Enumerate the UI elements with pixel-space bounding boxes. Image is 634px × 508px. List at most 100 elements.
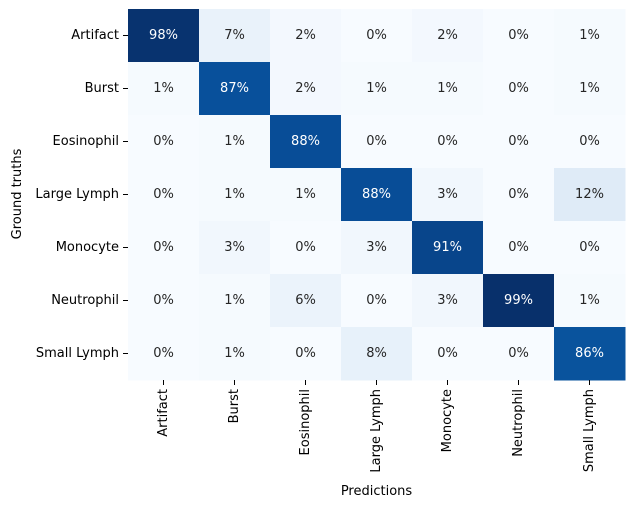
heatmap-cell [341, 9, 413, 63]
cell-value-label: 12% [575, 187, 604, 202]
cell-value-label: 0% [153, 134, 174, 149]
cell-value-label: 0% [508, 187, 529, 202]
cell-value-label: 0% [366, 293, 387, 308]
heatmap-cell [483, 9, 555, 63]
cell-value-label: 0% [508, 134, 529, 149]
heatmap-cell [128, 9, 200, 63]
heatmap-cell [128, 62, 200, 116]
heatmap-cell [483, 221, 555, 275]
heatmap-cell [341, 62, 413, 116]
heatmap-cell [412, 9, 484, 63]
cell-value-label: 1% [295, 187, 316, 202]
heatmap-cell [554, 274, 626, 328]
cell-value-label: 1% [437, 81, 458, 96]
cell-value-label: 1% [224, 134, 245, 149]
y-tick-label: Neutrophil [51, 293, 119, 308]
cell-value-label: 0% [153, 187, 174, 202]
x-tick-label: Monocyte [440, 389, 455, 452]
heatmap-cell [199, 115, 271, 169]
cell-value-label: 1% [579, 293, 600, 308]
heatmap-cell [341, 274, 413, 328]
cell-value-label: 0% [366, 134, 387, 149]
x-tick-label: Eosinophil [298, 389, 313, 455]
cell-value-label: 0% [508, 28, 529, 43]
heatmap-cell [270, 115, 342, 169]
heatmap-cells: 98% 7% 2% 0% 2% 0% 1% 1% 87% 2% 1% 1% 0% 1% 0% 1% 88% 0% 0… [128, 9, 626, 381]
x-axis-label: Predictions [341, 484, 413, 499]
heatmap-cell [412, 274, 484, 328]
heatmap-cell [412, 115, 484, 169]
x-tick-label: Burst [227, 389, 242, 423]
heatmap-cell [199, 62, 271, 116]
cell-value-label: 0% [437, 134, 458, 149]
y-tick-label: Monocyte [56, 240, 119, 255]
heatmap-cell [483, 115, 555, 169]
heatmap-cell [483, 168, 555, 222]
cell-value-label: 0% [579, 240, 600, 255]
heatmap-cell [199, 9, 271, 63]
heatmap-cell [199, 221, 271, 275]
y-tick-label: Artifact [71, 28, 119, 43]
cell-value-label: 0% [508, 240, 529, 255]
cell-value-label: 1% [579, 81, 600, 96]
heatmap-cell [128, 221, 200, 275]
y-tick-label: Burst [85, 81, 119, 96]
x-tick-label: Artifact [156, 389, 171, 437]
cell-value-label: 3% [366, 240, 387, 255]
cell-value-label: 86% [575, 346, 604, 361]
axis-ticks: Artifact Burst Eosinophil Large Lymph Monocy… [35, 28, 597, 473]
heatmap-cell [128, 327, 200, 381]
heatmap-cell [341, 327, 413, 381]
cell-value-label: 0% [153, 293, 174, 308]
x-tick-label: Large Lymph [369, 389, 384, 473]
cell-value-label: 1% [153, 81, 174, 96]
cell-value-label: 7% [224, 28, 245, 43]
heatmap-cell [554, 221, 626, 275]
cell-value-label: 0% [437, 346, 458, 361]
cell-value-label: 2% [295, 81, 316, 96]
heatmap-cell [554, 9, 626, 63]
heatmap-cell [199, 327, 271, 381]
cell-value-label: 2% [295, 28, 316, 43]
heatmap-cell [128, 274, 200, 328]
heatmap-cell [341, 115, 413, 169]
heatmap-cell [199, 274, 271, 328]
heatmap-cell [554, 327, 626, 381]
heatmap-cell [483, 62, 555, 116]
cell-value-label: 0% [295, 240, 316, 255]
heatmap-cell [270, 327, 342, 381]
heatmap-cell [554, 115, 626, 169]
cell-value-label: 0% [295, 346, 316, 361]
y-tick-label: Eosinophil [53, 134, 119, 149]
heatmap-cell [128, 115, 200, 169]
heatmap-cell [270, 168, 342, 222]
heatmap-cell [341, 221, 413, 275]
heatmap-cell [554, 168, 626, 222]
heatmap-cell [412, 168, 484, 222]
cell-value-label: 87% [220, 81, 249, 96]
cell-value-label: 6% [295, 293, 316, 308]
y-tick-label: Large Lymph [35, 187, 119, 202]
cell-value-label: 91% [433, 240, 462, 255]
cell-value-label: 1% [366, 81, 387, 96]
heatmap-cell [412, 327, 484, 381]
cell-value-label: 99% [504, 293, 533, 308]
cell-value-label: 0% [508, 81, 529, 96]
cell-value-label: 88% [362, 187, 391, 202]
x-tick-label: Neutrophil [511, 389, 526, 457]
cell-value-label: 8% [366, 346, 387, 361]
cell-value-label: 0% [153, 240, 174, 255]
cell-value-label: 3% [437, 293, 458, 308]
cell-value-label: 1% [224, 346, 245, 361]
y-tick-label: Small Lymph [36, 346, 119, 361]
cell-value-label: 2% [437, 28, 458, 43]
y-axis-label: Ground truths [10, 148, 25, 239]
heatmap-cell [270, 9, 342, 63]
cell-value-label: 98% [149, 28, 178, 43]
cell-value-label: 88% [291, 134, 320, 149]
cell-value-label: 0% [579, 134, 600, 149]
heatmap-cell [412, 62, 484, 116]
cell-value-label: 0% [508, 346, 529, 361]
heatmap-cell [270, 62, 342, 116]
